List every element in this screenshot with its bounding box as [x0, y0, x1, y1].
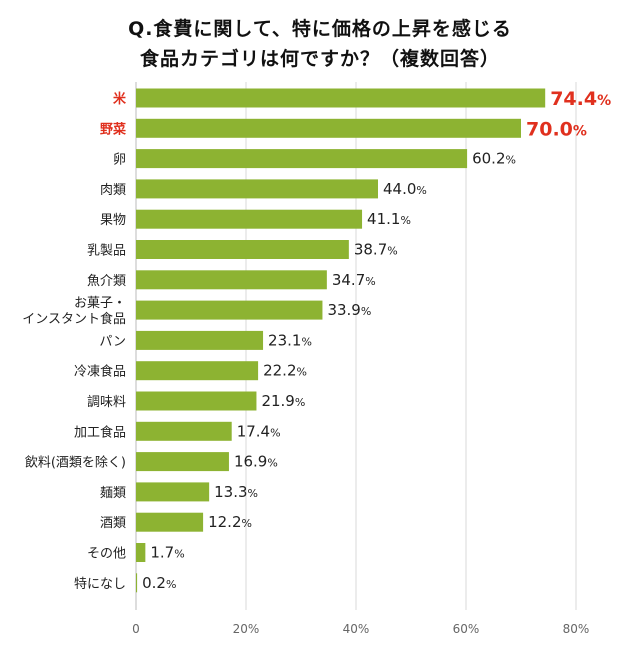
- category-label: 米: [113, 91, 127, 107]
- data-label: 16.9%: [234, 453, 278, 471]
- bar: [136, 543, 146, 562]
- bar: [136, 149, 468, 169]
- chart-title-line-2: 食品カテゴリは何ですか？（複数回答）: [139, 48, 500, 70]
- bar: [136, 512, 204, 532]
- data-label: 74.4%: [550, 88, 611, 110]
- category-label: その他: [87, 547, 126, 562]
- bar: [136, 391, 257, 411]
- data-label: 60.2%: [472, 150, 516, 168]
- bar: [136, 300, 323, 320]
- x-tick-label: 80%: [563, 622, 590, 636]
- category-label: 魚介類: [87, 274, 126, 289]
- data-label: 38.7%: [354, 241, 398, 259]
- bar: [136, 118, 521, 138]
- bar: [136, 209, 363, 229]
- data-label: 12.2%: [208, 513, 252, 531]
- category-label: 酒類: [100, 516, 126, 531]
- data-label: 21.9%: [261, 392, 305, 410]
- data-label: 70.0%: [526, 118, 587, 140]
- data-label: 22.2%: [263, 362, 307, 380]
- chart-title-line-1: Q.食費に関して、特に価格の上昇を感じる: [128, 18, 512, 40]
- category-label: 麺類: [100, 486, 126, 501]
- data-label: 34.7%: [332, 271, 376, 289]
- category-label: 加工食品: [74, 424, 126, 440]
- bar: [136, 421, 232, 441]
- data-label: 1.7%: [150, 544, 184, 562]
- category-label: 卵: [113, 153, 126, 168]
- x-tick-label: 0: [132, 622, 140, 636]
- bar: [136, 88, 546, 108]
- data-label: 41.1%: [367, 210, 411, 228]
- bar: [136, 452, 229, 472]
- x-tick-label: 20%: [233, 622, 260, 636]
- x-tick-label: 40%: [343, 622, 370, 636]
- bar: [136, 270, 327, 290]
- data-label: 23.1%: [268, 331, 312, 349]
- category-label: 果物: [100, 213, 126, 228]
- bar: [136, 330, 264, 350]
- x-tick-label: 60%: [453, 622, 480, 636]
- bar: [136, 482, 210, 502]
- category-label: パン: [99, 334, 126, 349]
- category-label: 特になし: [74, 577, 126, 592]
- category-label: お菓子・インスタント食品: [22, 296, 126, 327]
- category-label: 冷凍食品: [74, 364, 126, 380]
- category-label: 飲料(酒類を除く): [25, 455, 126, 471]
- bar: [136, 240, 349, 259]
- bar: [136, 179, 378, 199]
- bar: [136, 361, 259, 381]
- bar: [136, 573, 138, 593]
- category-label: 野菜: [100, 121, 126, 137]
- category-label: 乳製品: [87, 244, 126, 259]
- data-label: 13.3%: [214, 483, 258, 501]
- category-label: 肉類: [100, 183, 126, 198]
- data-label: 44.0%: [383, 180, 427, 198]
- category-label: 調味料: [87, 395, 126, 410]
- data-label: 0.2%: [142, 574, 176, 592]
- data-label: 33.9%: [327, 301, 371, 319]
- data-label: 17.4%: [237, 422, 281, 440]
